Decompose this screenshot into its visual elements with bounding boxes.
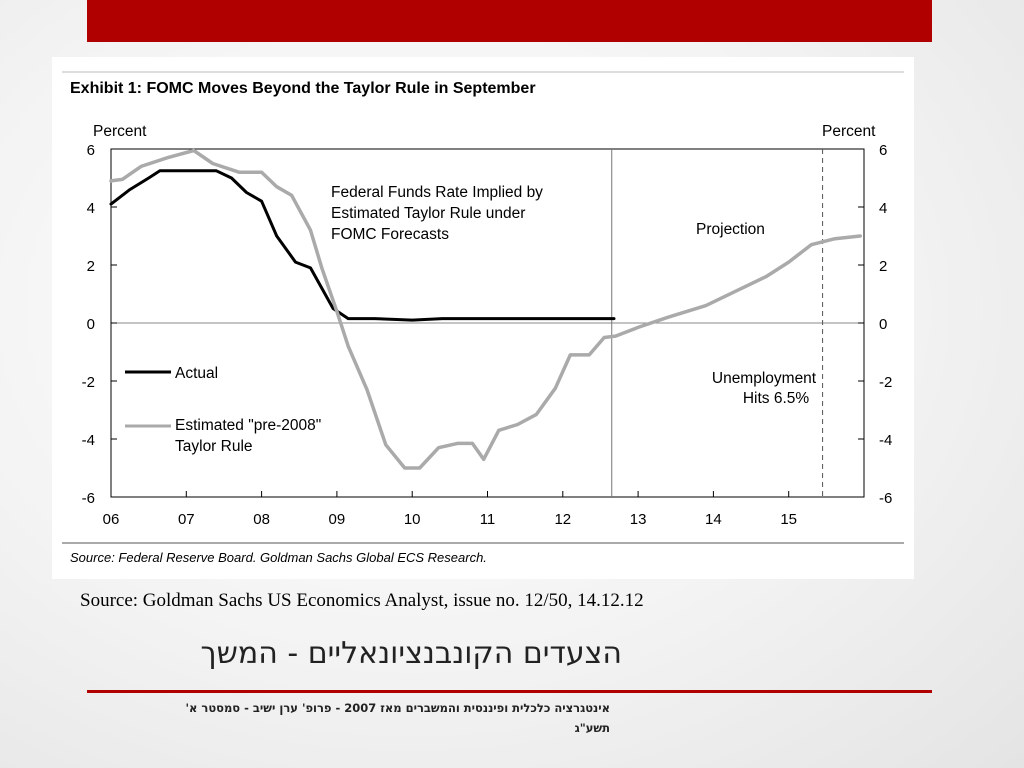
y-tick-label-left: 0 — [87, 316, 95, 333]
slide-title: הצעדים הקונבנציונאליים - המשך — [200, 636, 623, 671]
x-tick-label: 12 — [554, 511, 571, 528]
y-tick-label-right: -6 — [879, 490, 892, 507]
y-tick-label-right: -2 — [879, 374, 892, 391]
left-axis-label: Percent — [93, 123, 147, 140]
legend-label-taylor-line1: Estimated "pre-2008" — [175, 417, 321, 434]
y-tick-label-left: 2 — [87, 258, 95, 275]
x-tick-label: 15 — [780, 511, 797, 528]
series-line-taylor-rule — [109, 148, 862, 470]
y-tick-label-right: 6 — [879, 142, 887, 159]
legend-label-actual: Actual — [175, 365, 218, 382]
legend-label-taylor-line2: Taylor Rule — [175, 438, 253, 455]
y-tick-label-left: 4 — [87, 200, 95, 217]
footer-line-2: תשע"ג — [574, 721, 610, 735]
x-tick-label: 13 — [630, 511, 647, 528]
taylor-annotation-line3: FOMC Forecasts — [331, 226, 449, 243]
plot-area: 6 6 4 4 2 2 0 0 -2 -2 -4 -4 -6 -6 06 07 08 09 10 11 12 13 14 15 — [82, 142, 893, 528]
source-citation: Source: Goldman Sachs US Economics Analy… — [80, 590, 644, 611]
right-axis-label: Percent — [822, 123, 876, 140]
slide-footer: אינטגרציה כלכלית ופיננסית והמשברים מאז 2… — [88, 698, 610, 738]
x-tick-label: 09 — [329, 511, 346, 528]
y-tick-label-left: -4 — [82, 432, 95, 449]
projection-annotation: Projection — [696, 221, 765, 238]
chart-title: Exhibit 1: FOMC Moves Beyond the Taylor … — [70, 80, 536, 97]
unemployment-annotation-line1: Unemployment — [712, 370, 817, 387]
series-line-actual — [109, 169, 616, 322]
y-tick-label-right: 4 — [879, 200, 887, 217]
top-accent-bar — [87, 0, 932, 42]
title-underline — [87, 690, 932, 693]
x-tick-label: 07 — [178, 511, 195, 528]
taylor-annotation-line1: Federal Funds Rate Implied by — [331, 184, 543, 201]
x-tick-label: 10 — [404, 511, 421, 528]
chart-exhibit: Exhibit 1: FOMC Moves Beyond the Taylor … — [52, 57, 914, 579]
x-tick-label: 06 — [103, 511, 120, 528]
unemployment-annotation-line2: Hits 6.5% — [743, 390, 810, 407]
y-tick-label-left: -2 — [82, 374, 95, 391]
footer-line-1: אינטגרציה כלכלית ופיננסית והמשברים מאז 2… — [185, 701, 610, 715]
x-tick-label: 08 — [253, 511, 270, 528]
exhibit-source-note: Source: Federal Reserve Board. Goldman S… — [70, 550, 487, 565]
x-tick-label: 11 — [480, 511, 496, 528]
chart-svg: Exhibit 1: FOMC Moves Beyond the Taylor … — [62, 71, 904, 565]
taylor-annotation-line2: Estimated Taylor Rule under — [331, 205, 525, 222]
y-tick-label-right: 0 — [879, 316, 887, 333]
y-tick-label-right: 2 — [879, 258, 887, 275]
y-tick-label-right: -4 — [879, 432, 892, 449]
x-tick-label: 14 — [705, 511, 722, 528]
y-tick-label-left: -6 — [82, 490, 95, 507]
y-tick-label-left: 6 — [87, 142, 95, 159]
